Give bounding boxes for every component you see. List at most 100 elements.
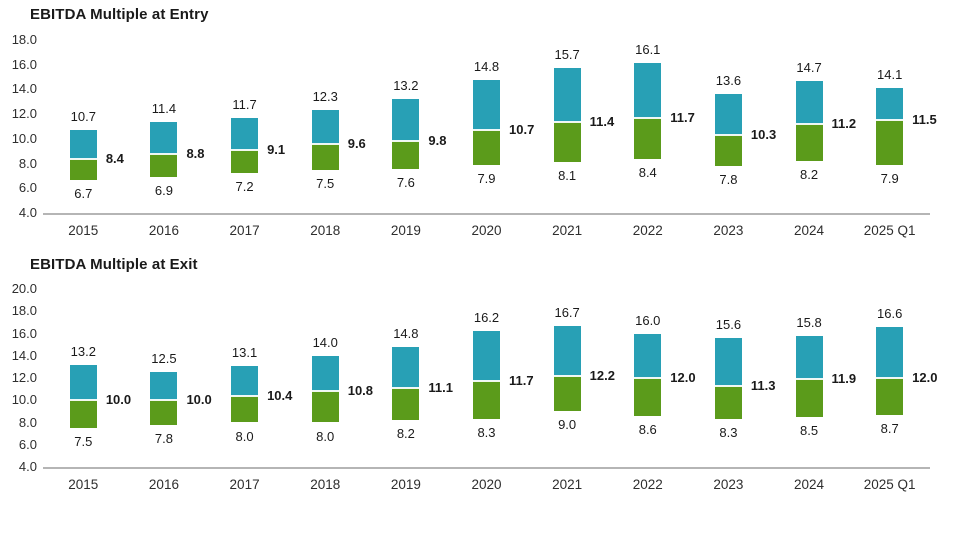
- p50-value-label: 9.1: [267, 141, 286, 157]
- bar-75th-to-50th-segment: [876, 326, 904, 378]
- bar-50th-to-25th-segment: [473, 381, 500, 420]
- y-tick-label: 8.0: [18, 155, 37, 171]
- p50-value-label: 10.8: [347, 383, 374, 399]
- median-divider: [714, 134, 742, 137]
- bar-50th-to-25th-segment: [150, 153, 178, 178]
- p75-value-label: 12.5: [151, 351, 177, 367]
- p75-value-label: 16.7: [554, 304, 580, 320]
- y-tick-label: 18.0: [11, 32, 37, 47]
- p50-value-label: 10.3: [750, 127, 777, 143]
- p25-value-label: 6.9: [154, 183, 173, 199]
- bar-50th-to-25th-segment: [876, 378, 904, 415]
- p50-value-label: 9.8: [428, 133, 447, 149]
- p75-value-label: 14.0: [312, 334, 338, 350]
- p75-value-label: 11.4: [151, 100, 177, 116]
- x-tick-label: 2021: [552, 223, 583, 238]
- y-tick-label: 10.0: [11, 392, 37, 408]
- p50-value-label: 11.3: [750, 377, 776, 393]
- p25-value-label: 8.2: [396, 426, 415, 442]
- y-tick-label: 20.0: [11, 281, 37, 296]
- y-tick-label: 6.0: [18, 436, 37, 452]
- bar-75th-to-50th-segment: [69, 364, 97, 401]
- x-tick-label: 2017: [229, 477, 260, 492]
- bar-50th-to-25th-segment: [150, 400, 178, 425]
- p50-value-label: 8.4: [105, 150, 124, 166]
- bar-50th-to-25th-segment: [714, 385, 742, 420]
- bar-50th-to-25th-segment: [231, 395, 259, 423]
- x-tick-label: 2025 Q1: [863, 477, 916, 492]
- x-tick-label: 2025 Q1: [863, 223, 916, 238]
- x-tick-label: 2020: [471, 477, 502, 492]
- median-divider: [150, 152, 178, 155]
- chart-title-exit: EBITDA Multiple at Exit: [30, 256, 198, 273]
- p75-value-label: 14.8: [393, 325, 419, 341]
- p50-value-label: 9.6: [347, 135, 366, 151]
- bar-75th-to-50th-segment: [634, 63, 662, 118]
- bar-50th-to-25th-segment: [634, 117, 662, 159]
- p25-value-label: 9.0: [558, 417, 577, 433]
- p75-value-label: 16.2: [473, 310, 500, 326]
- x-tick-label: 2023: [713, 223, 744, 238]
- p25-value-label: 8.0: [235, 428, 254, 444]
- bar-50th-to-25th-segment: [553, 121, 581, 163]
- bar-50th-to-25th-segment: [876, 120, 904, 165]
- x-tick-label: 2016: [148, 477, 179, 492]
- median-divider: [795, 123, 823, 126]
- median-divider: [553, 120, 581, 123]
- median-divider: [311, 390, 339, 393]
- p50-value-label: 10.0: [105, 392, 132, 408]
- p25-value-label: 8.5: [799, 422, 819, 438]
- bar-75th-to-50th-segment: [311, 110, 339, 144]
- x-tick-label: 2022: [632, 223, 663, 238]
- bar-75th-to-50th-segment: [795, 335, 823, 380]
- p75-value-label: 13.2: [393, 78, 419, 94]
- bar-75th-to-50th-segment: [795, 80, 823, 125]
- p25-value-label: 8.3: [719, 425, 738, 441]
- p75-value-label: 11.7: [232, 96, 257, 112]
- x-tick-label: 2015: [68, 223, 99, 238]
- x-tick-label: 2017: [229, 223, 260, 238]
- y-tick-label: 6.0: [18, 180, 37, 196]
- bar-75th-to-50th-segment: [150, 372, 178, 401]
- y-tick-label: 12.0: [11, 106, 37, 122]
- bar-75th-to-50th-segment: [553, 68, 581, 122]
- p75-value-label: 13.2: [70, 343, 96, 359]
- bar-75th-to-50th-segment: [392, 99, 420, 142]
- y-tick-label: 10.0: [11, 130, 37, 146]
- p50-value-label: 10.4: [267, 387, 293, 403]
- p75-value-label: 16.6: [877, 305, 903, 321]
- bar-75th-to-50th-segment: [473, 79, 500, 131]
- p75-value-label: 12.3: [312, 89, 338, 105]
- median-divider: [473, 129, 500, 132]
- y-tick-label: 4.0: [18, 459, 37, 474]
- bar-75th-to-50th-segment: [69, 130, 97, 159]
- y-tick-label: 4.0: [18, 205, 37, 220]
- p50-value-label: 12.2: [589, 367, 615, 383]
- p25-value-label: 8.0: [316, 428, 335, 444]
- p75-value-label: 14.1: [877, 67, 903, 83]
- bar-75th-to-50th-segment: [231, 117, 259, 150]
- median-divider: [634, 377, 662, 379]
- chart-ebitda-exit: EBITDA Multiple at Exit 20.0 18.0 16.0 14.0…: [0, 250, 955, 505]
- chart-ebitda-entry: EBITDA Multiple at Entry 18.0 16.0 14.0 12.…: [0, 0, 955, 250]
- p50-value-label: 12.0: [670, 370, 696, 385]
- x-tick-label: 2015: [68, 477, 99, 492]
- p25-value-label: 7.5: [316, 175, 335, 191]
- bar-50th-to-25th-segment: [311, 143, 339, 170]
- y-tick-label: 8.0: [18, 414, 37, 430]
- median-divider: [231, 394, 259, 397]
- y-tick-label: 14.0: [11, 347, 37, 363]
- y-tick-label: 14.0: [11, 81, 37, 97]
- bar-50th-to-25th-segment: [714, 135, 742, 167]
- x-tick-label: 2021: [552, 477, 583, 492]
- x-tick-label: 2023: [713, 477, 744, 492]
- p50-value-label: 11.5: [912, 112, 937, 128]
- p50-value-label: 11.2: [831, 116, 857, 132]
- p25-value-label: 7.8: [719, 172, 738, 188]
- y-tick-label: 16.0: [11, 325, 37, 341]
- p50-value-label: 11.9: [831, 371, 857, 387]
- bar-75th-to-50th-segment: [392, 346, 420, 388]
- bar-75th-to-50th-segment: [231, 365, 259, 396]
- x-tick-label: 2018: [310, 477, 341, 492]
